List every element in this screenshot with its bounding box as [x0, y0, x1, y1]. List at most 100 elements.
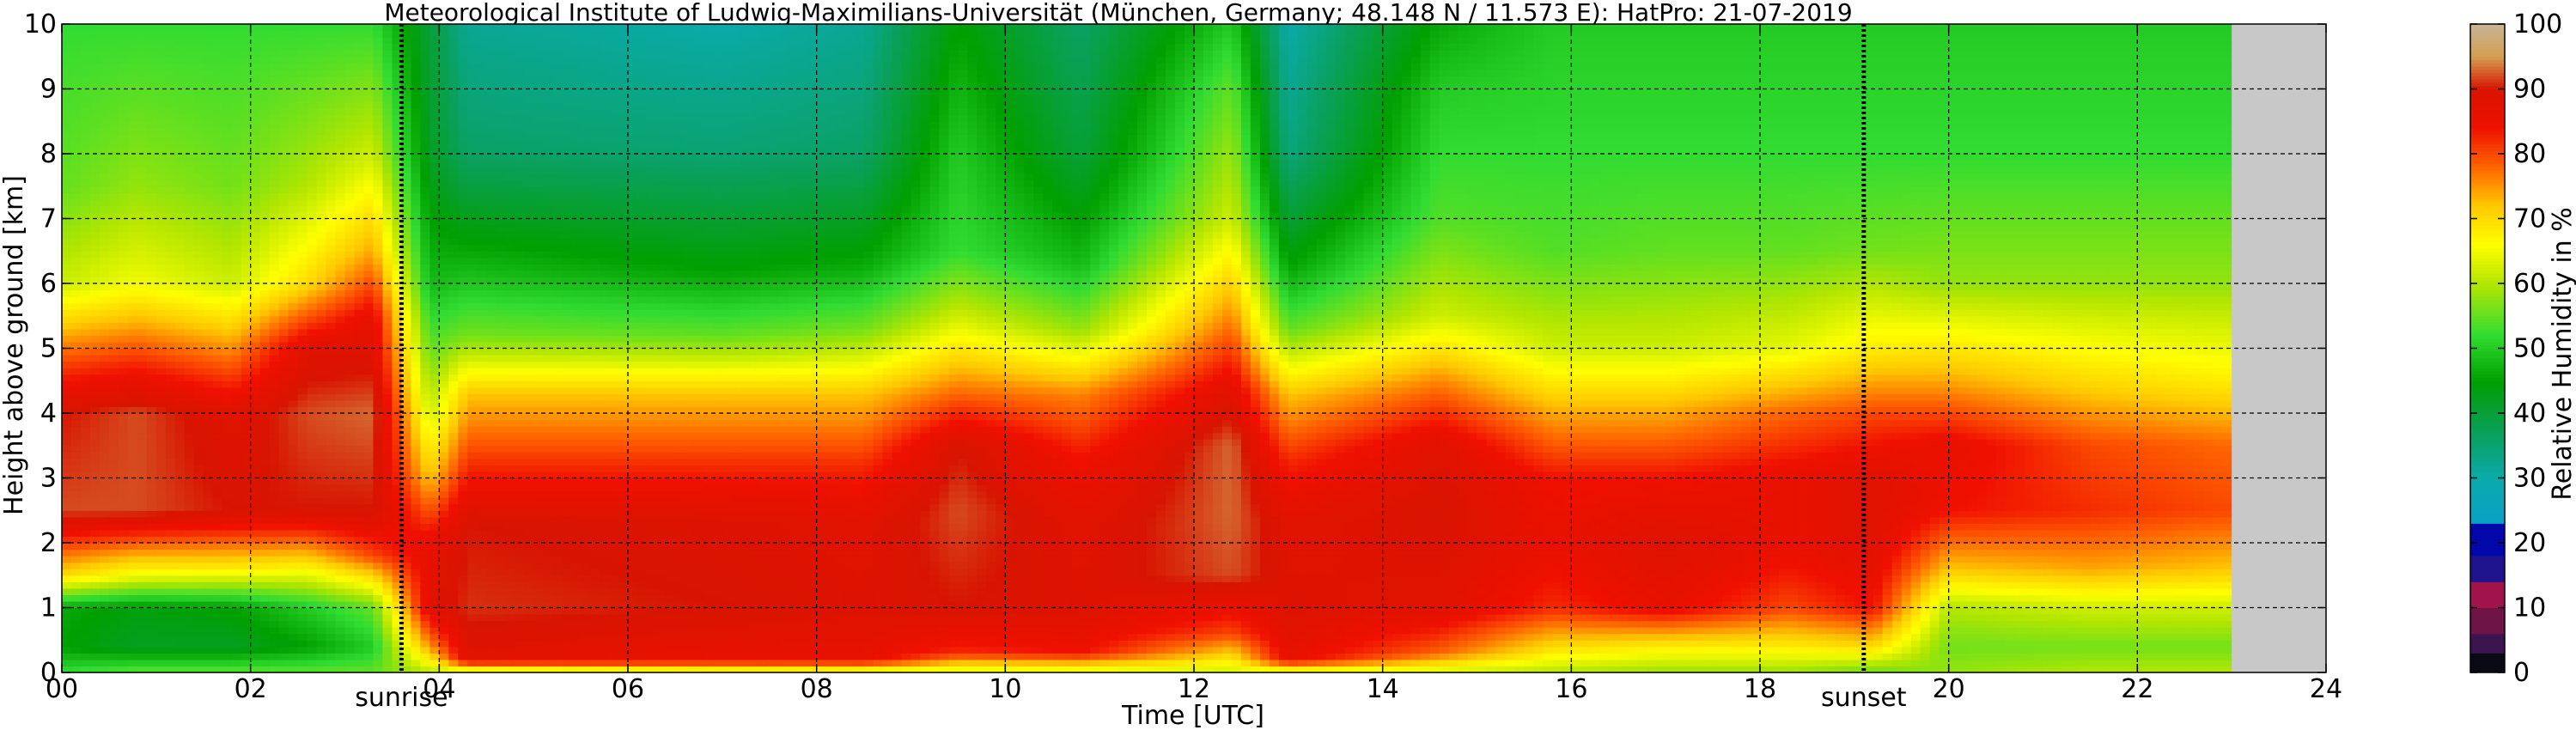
heatmap-cell	[363, 556, 375, 563]
heatmap-cell	[259, 322, 271, 330]
heatmap-cell	[420, 549, 430, 557]
heatmap-cell	[429, 600, 440, 609]
heatmap-cell	[212, 368, 223, 375]
heatmap-cell	[80, 653, 91, 660]
heatmap-cell	[316, 380, 327, 388]
heatmap-cell	[108, 445, 119, 453]
heatmap-cell	[467, 114, 478, 122]
heatmap-cell	[326, 140, 337, 149]
heatmap-cell	[250, 309, 261, 317]
heatmap-cell	[373, 270, 384, 278]
heatmap-cell	[420, 179, 430, 187]
heatmap-cell	[373, 218, 384, 226]
heatmap-cell	[429, 205, 440, 213]
heatmap-cell	[373, 30, 384, 38]
heatmap-cell	[155, 478, 167, 485]
heatmap-cell	[392, 270, 402, 278]
heatmap-cell	[99, 95, 110, 103]
heatmap-cell	[401, 69, 411, 76]
heatmap-cell	[127, 322, 138, 330]
heatmap-cell	[420, 406, 430, 414]
heatmap-cell	[203, 283, 214, 291]
heatmap-cell	[80, 173, 91, 180]
heatmap-cell	[269, 355, 280, 362]
heatmap-cell	[448, 439, 459, 447]
heatmap-cell	[401, 659, 411, 667]
heatmap-cell	[155, 82, 167, 90]
heatmap-cell	[62, 205, 72, 213]
heatmap-cell	[458, 309, 468, 317]
heatmap-cell	[515, 173, 525, 180]
heatmap-cell	[231, 452, 242, 459]
heatmap-cell	[203, 296, 214, 304]
heatmap-cell	[137, 198, 148, 206]
heatmap-cell	[524, 478, 534, 485]
heatmap-cell	[212, 426, 223, 434]
heatmap-cell	[307, 186, 318, 193]
heatmap-cell	[344, 173, 356, 180]
heatmap-cell	[212, 562, 223, 569]
heatmap-cell	[288, 315, 299, 323]
heatmap-cell	[344, 341, 356, 350]
heatmap-cell	[354, 88, 365, 96]
heatmap-cell	[477, 30, 487, 38]
heatmap-cell	[80, 63, 91, 70]
heatmap-cell	[146, 426, 157, 434]
heatmap-cell	[184, 198, 195, 206]
heatmap-cell	[184, 439, 195, 447]
heatmap-cell	[108, 594, 119, 602]
heatmap-cell	[203, 653, 214, 660]
heatmap-cell	[335, 198, 346, 206]
heatmap-cell	[335, 302, 346, 310]
heatmap-cell	[392, 594, 402, 602]
heatmap-cell	[193, 380, 204, 388]
heatmap-cell	[429, 289, 440, 297]
heatmap-cell	[524, 76, 534, 83]
heatmap-cell	[222, 231, 233, 239]
heatmap-cell	[89, 173, 100, 180]
heatmap-cell	[259, 510, 271, 518]
heatmap-cell	[165, 640, 176, 648]
heatmap-cell	[231, 127, 242, 135]
heatmap-cell	[137, 497, 148, 505]
heatmap-cell	[429, 399, 440, 408]
heatmap-cell	[505, 497, 515, 505]
heatmap-cell	[420, 205, 430, 213]
heatmap-cell	[193, 277, 204, 284]
heatmap-cell	[127, 205, 138, 213]
heatmap-cell	[80, 666, 91, 673]
heatmap-cell	[184, 399, 195, 408]
heatmap-cell	[496, 594, 506, 602]
heatmap-cell	[316, 646, 327, 654]
heatmap-cell	[344, 108, 356, 116]
heatmap-cell	[222, 536, 233, 544]
heatmap-cell	[108, 315, 119, 323]
heatmap-cell	[297, 205, 308, 213]
heatmap-cell	[496, 315, 506, 323]
heatmap-cell	[99, 368, 110, 375]
heatmap-cell	[420, 484, 430, 492]
heatmap-cell	[316, 627, 327, 635]
heatmap-cell	[467, 218, 478, 226]
heatmap-cell	[222, 270, 233, 278]
heatmap-cell	[496, 536, 506, 544]
heatmap-cell	[193, 523, 204, 531]
heatmap-cell	[458, 50, 468, 58]
heatmap-cell	[155, 646, 167, 654]
heatmap-cell	[382, 432, 393, 440]
heatmap-cell	[99, 348, 110, 356]
heatmap-cell	[496, 140, 506, 149]
heatmap-cell	[146, 393, 157, 401]
heatmap-cell	[401, 218, 411, 226]
heatmap-cell	[165, 302, 176, 310]
heatmap-cell	[307, 322, 318, 330]
heatmap-cell	[429, 121, 440, 129]
heatmap-cell	[212, 296, 223, 304]
heatmap-cell	[212, 445, 223, 453]
heatmap-cell	[155, 88, 167, 96]
heatmap-cell	[354, 192, 365, 200]
heatmap-cell	[118, 426, 129, 434]
heatmap-cell	[250, 653, 261, 660]
heatmap-cell	[165, 43, 176, 51]
heatmap-cell	[486, 296, 496, 304]
